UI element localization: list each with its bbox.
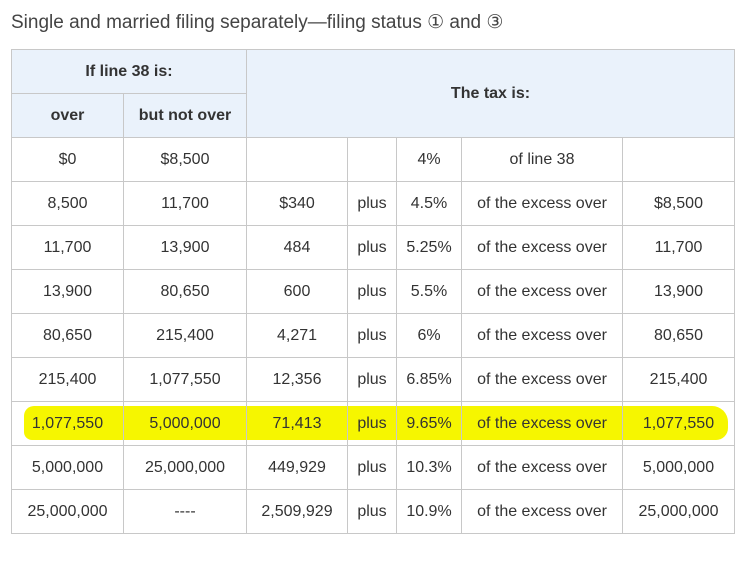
cell-over: 1,077,550 xyxy=(11,401,124,446)
cell-base: 4,271 xyxy=(246,313,348,358)
cell-not-over: 11,700 xyxy=(123,181,247,226)
cell-base: 600 xyxy=(246,269,348,314)
header-over: over xyxy=(11,93,124,138)
cell-base: 12,356 xyxy=(246,357,348,402)
cell-rate: 9.65% xyxy=(396,401,462,446)
cell-rate: 4% xyxy=(396,137,462,182)
cell-excess: 215,400 xyxy=(622,357,735,402)
cell-plus: plus xyxy=(347,225,397,270)
table-row: 80,650 215,400 4,271 plus 6% of the excess ov… xyxy=(11,313,735,358)
table-row: $0 $8,500 4% of line 38 xyxy=(11,137,735,182)
cell-plus xyxy=(347,137,397,182)
cell-text: of the excess over xyxy=(461,225,623,270)
cell-plus: plus xyxy=(347,181,397,226)
cell-excess: 80,650 xyxy=(622,313,735,358)
table-row: 25,000,000 ---- 2,509,929 plus 10.9% of the e… xyxy=(11,489,735,534)
cell-excess: 5,000,000 xyxy=(622,445,735,490)
cell-base: 449,929 xyxy=(246,445,348,490)
cell-base: 484 xyxy=(246,225,348,270)
cell-not-over: $8,500 xyxy=(123,137,247,182)
cell-plus: plus xyxy=(347,489,397,534)
table-row: 5,000,000 25,000,000 449,929 plus 10.3% of th… xyxy=(11,445,735,490)
cell-plus: plus xyxy=(347,313,397,358)
cell-plus: plus xyxy=(347,401,397,446)
cell-not-over: 13,900 xyxy=(123,225,247,270)
table-row: 13,900 80,650 600 plus 5.5% of the excess ove… xyxy=(11,269,735,314)
cell-over: 5,000,000 xyxy=(11,445,124,490)
table-row: 215,400 1,077,550 12,356 plus 6.85% of the ex… xyxy=(11,357,735,402)
cell-over: $0 xyxy=(11,137,124,182)
cell-not-over: 215,400 xyxy=(123,313,247,358)
header-not-over: but not over xyxy=(123,93,247,138)
cell-rate: 10.9% xyxy=(396,489,462,534)
cell-not-over: 25,000,000 xyxy=(123,445,247,490)
cell-text: of the excess over xyxy=(461,181,623,226)
cell-base xyxy=(246,137,348,182)
cell-rate: 10.3% xyxy=(396,445,462,490)
cell-text: of the excess over xyxy=(461,269,623,314)
cell-not-over: 5,000,000 xyxy=(123,401,247,446)
cell-rate: 6.85% xyxy=(396,357,462,402)
cell-plus: plus xyxy=(347,269,397,314)
cell-text: of the excess over xyxy=(461,445,623,490)
cell-over: 25,000,000 xyxy=(11,489,124,534)
cell-excess xyxy=(622,137,735,182)
cell-excess: 11,700 xyxy=(622,225,735,270)
cell-rate: 5.25% xyxy=(396,225,462,270)
table-row: 8,500 11,700 $340 plus 4.5% of the excess ove… xyxy=(11,181,735,226)
table-row: 11,700 13,900 484 plus 5.25% of the excess ov… xyxy=(11,225,735,270)
cell-text: of the excess over xyxy=(461,313,623,358)
cell-over: 215,400 xyxy=(11,357,124,402)
cell-plus: plus xyxy=(347,357,397,402)
cell-rate: 4.5% xyxy=(396,181,462,226)
cell-text: of the excess over xyxy=(461,401,623,446)
cell-text: of the excess over xyxy=(461,357,623,402)
cell-over: 80,650 xyxy=(11,313,124,358)
header-group-right: The tax is: xyxy=(246,49,735,138)
cell-over: 13,900 xyxy=(11,269,124,314)
cell-over: 8,500 xyxy=(11,181,124,226)
cell-not-over: 80,650 xyxy=(123,269,247,314)
cell-plus: plus xyxy=(347,445,397,490)
title: Single and married filing separately—fil… xyxy=(11,12,504,33)
cell-base: $340 xyxy=(246,181,348,226)
cell-rate: 5.5% xyxy=(396,269,462,314)
cell-not-over: 1,077,550 xyxy=(123,357,247,402)
cell-base: 71,413 xyxy=(246,401,348,446)
cell-not-over: ---- xyxy=(123,489,247,534)
cell-excess: $8,500 xyxy=(622,181,735,226)
cell-excess: 25,000,000 xyxy=(622,489,735,534)
cell-text: of the excess over xyxy=(461,489,623,534)
cell-over: 11,700 xyxy=(11,225,124,270)
cell-excess: 1,077,550 xyxy=(622,401,735,446)
tax-table: If line 38 is: The tax is: over but not … xyxy=(11,49,735,534)
header-group-left: If line 38 is: xyxy=(11,49,247,94)
cell-rate: 6% xyxy=(396,313,462,358)
cell-excess: 13,900 xyxy=(622,269,735,314)
cell-base: 2,509,929 xyxy=(246,489,348,534)
cell-text: of line 38 xyxy=(461,137,623,182)
table-row: 1,077,550 5,000,000 71,413 plus 9.65% of the … xyxy=(11,401,735,446)
